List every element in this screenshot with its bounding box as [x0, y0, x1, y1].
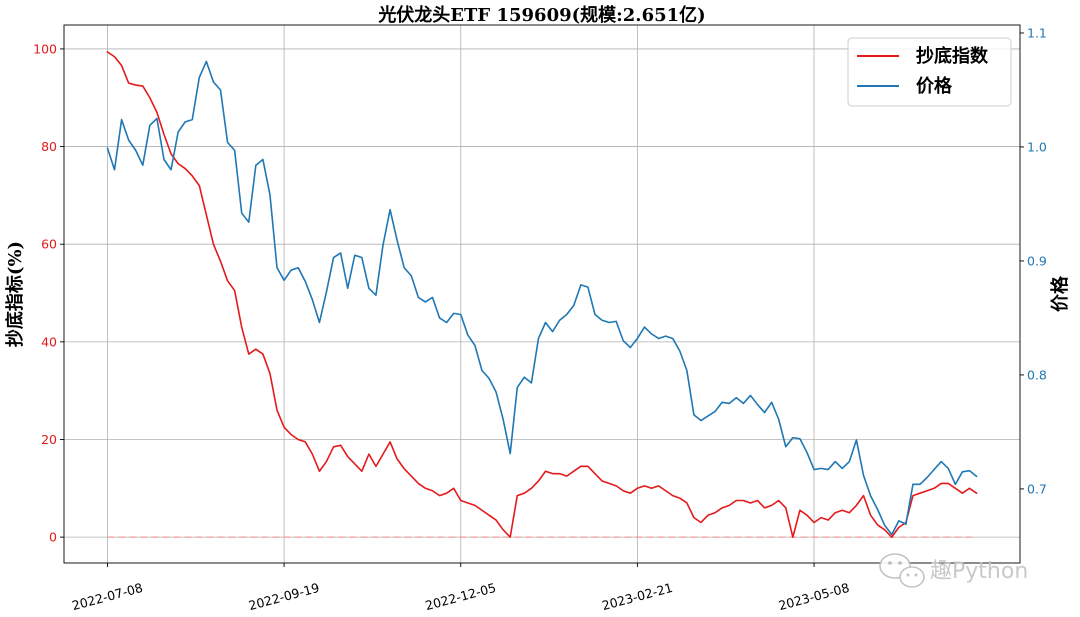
y-tick-label-right: 0.9	[1027, 253, 1047, 268]
plot-frame	[63, 24, 1021, 564]
y-tick-label-right: 0.7	[1027, 481, 1047, 496]
y-tick-label-left: 20	[41, 432, 57, 447]
y-tick-label-right: 1.1	[1027, 25, 1047, 40]
y-tick-label-left: 80	[41, 139, 57, 154]
legend-label-price: 价格	[916, 75, 953, 97]
series-line-bottom-index	[106, 51, 978, 538]
y-tick-label-right: 0.8	[1027, 367, 1047, 382]
wechat-icon	[879, 553, 925, 588]
legend: 抄底指数 价格	[847, 37, 1012, 107]
y-tick-label-left: 0	[49, 530, 57, 545]
watermark: 趣Python	[879, 553, 1028, 588]
series-layer	[106, 51, 978, 538]
y-axis-left-label: 抄底指标(%)	[4, 241, 26, 347]
y-tick-label-right: 1.0	[1027, 139, 1047, 154]
series-line-price	[106, 60, 978, 536]
legend-label-bottom-index: 抄底指数	[916, 45, 989, 67]
y-tick-label-left: 40	[41, 334, 57, 349]
y-tick-label-left: 100	[33, 41, 57, 56]
grid	[64, 25, 1020, 563]
y-axis-right-label: 价格	[1049, 275, 1071, 312]
watermark-text: 趣Python	[930, 559, 1028, 584]
y-tick-label-left: 60	[41, 237, 57, 252]
chart-title: 光伏龙头ETF 159609(规模:2.651亿)	[377, 4, 705, 26]
